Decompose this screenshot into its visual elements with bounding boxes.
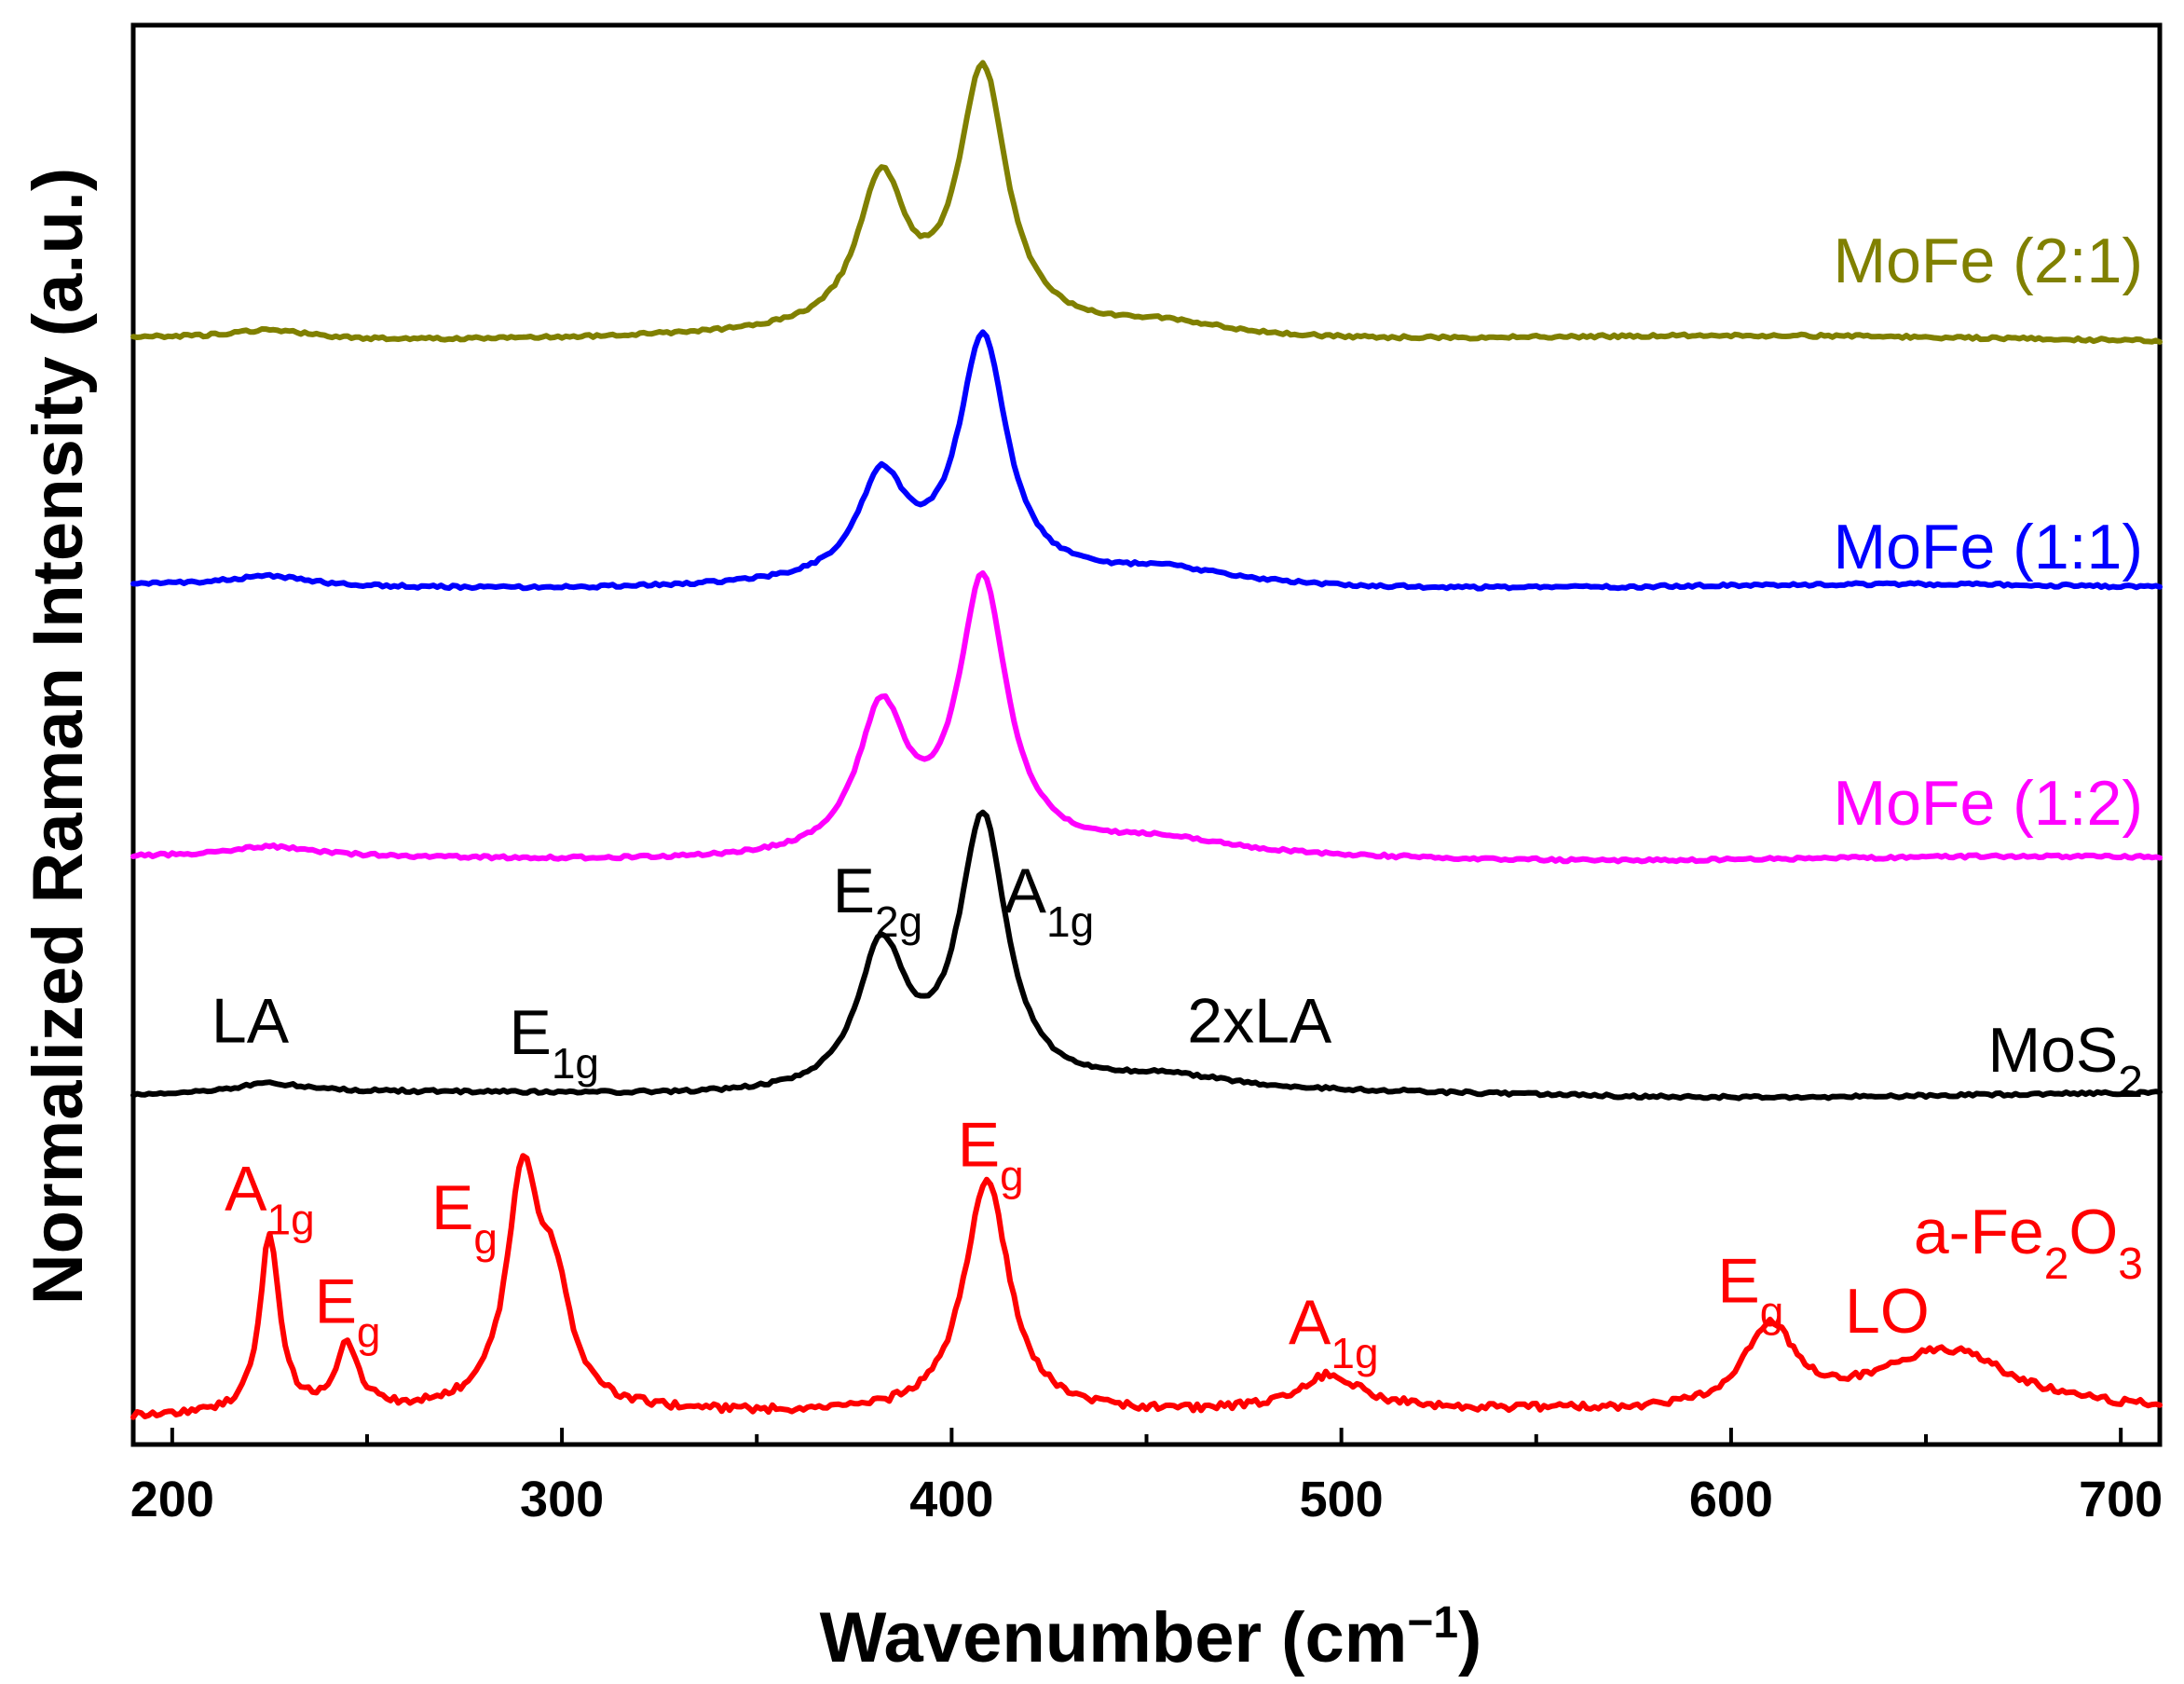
fe2o3-lo-label: LO: [1845, 1276, 1930, 1347]
peak-label-mos2-0: E2g: [833, 856, 923, 946]
peak-label-fe2o3-0: A1g: [225, 1154, 315, 1244]
peak-label-mos2-3: LA: [212, 985, 290, 1056]
series-label-mos2: MoS2: [1987, 1015, 2143, 1107]
x-axis-title: Wavenumber (cm−1): [820, 1598, 1482, 1678]
y-axis-title: Normalized Raman Intensity (a.u.): [19, 168, 98, 1305]
peak-label-fe2o3-1: Eg: [315, 1266, 381, 1356]
spectrum-mofe11: [130, 329, 2163, 592]
peak-label-mos2-4: 2xLA: [1187, 985, 1332, 1056]
x-tick-label: 400: [909, 1472, 993, 1527]
peak-label-mos2-1: A1g: [1004, 856, 1095, 946]
peak-label-fe2o3-4: A1g: [1289, 1287, 1379, 1377]
peak-label-mos2-2: E1g: [509, 997, 599, 1088]
x-tick-label: 200: [130, 1472, 214, 1527]
x-tick-label: 600: [1689, 1472, 1773, 1527]
spectra: [130, 60, 2163, 1420]
spectrum-mofe21: [130, 60, 2163, 345]
x-tick-label: 300: [520, 1472, 604, 1527]
spectrum-mos2: [130, 809, 2163, 1102]
annotations: a-Fe2O3 MoS2 MoFe (1:2) MoFe (1:1) MoFe (2:1…: [212, 226, 2143, 1377]
series-label-mofe21: MoFe (2:1): [1833, 226, 2143, 296]
peak-label-fe2o3-5: Eg: [1717, 1246, 1783, 1336]
series-label-fe2o3: a-Fe2O3: [1914, 1197, 2143, 1289]
peak-label-fe2o3-2: Eg: [431, 1172, 498, 1263]
x-tick-label: 500: [1300, 1472, 1384, 1527]
series-label-mofe12: MoFe (1:2): [1833, 768, 2143, 839]
peak-label-fe2o3-3: Eg: [958, 1110, 1024, 1200]
x-tick-label: 700: [2079, 1472, 2163, 1527]
spectrum-mofe12: [130, 570, 2163, 865]
series-label-mofe11: MoFe (1:1): [1833, 512, 2143, 582]
spectrum-fe2o3: [130, 1153, 2163, 1420]
x-ticks: 200 300 400 500 600 700: [130, 1428, 2163, 1527]
